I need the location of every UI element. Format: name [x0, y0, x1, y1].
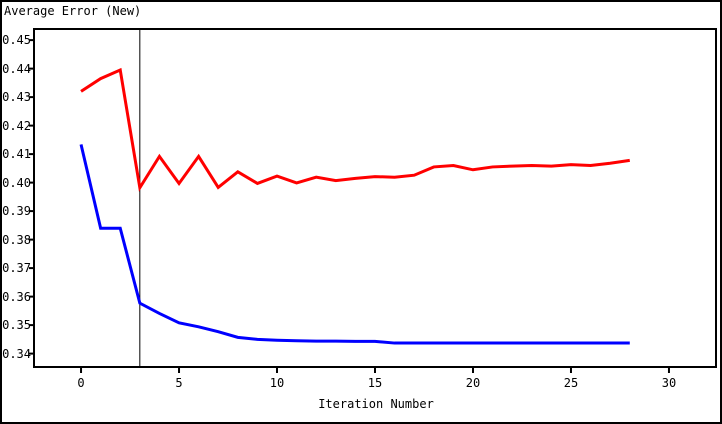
x-tick-label: 15 — [367, 376, 383, 390]
x-tick-label: 10 — [269, 376, 285, 390]
y-tick-label: 0.41 — [2, 147, 31, 162]
x-tick-label: 20 — [465, 376, 481, 390]
y-tick-label: 0.43 — [2, 90, 31, 105]
y-tick-label: 0.35 — [2, 318, 31, 333]
y-tick-label: 0.40 — [2, 175, 31, 190]
plot-frame — [33, 28, 717, 368]
x-tick-label: 5 — [175, 376, 183, 390]
new-error-series-line — [80, 67, 630, 192]
y-tick-label: 0.34 — [2, 346, 31, 361]
x-tick-label: 25 — [563, 376, 579, 390]
y-tick-label: 0.45 — [2, 33, 31, 48]
chart-title: Average Error (New) — [4, 4, 142, 18]
x-tick-label: 30 — [661, 376, 677, 390]
y-tick-label: 0.42 — [2, 118, 31, 133]
y-tick-label: 0.36 — [2, 289, 31, 304]
x-tick-label: 0 — [77, 376, 85, 390]
y-tick-label: 0.38 — [2, 232, 31, 247]
y-tick-label: 0.39 — [2, 204, 31, 219]
x-axis-title: Iteration Number — [318, 397, 434, 411]
training-error-series-line — [79, 144, 630, 345]
y-tick-label: 0.44 — [2, 61, 31, 76]
y-tick-label: 0.37 — [2, 261, 31, 276]
